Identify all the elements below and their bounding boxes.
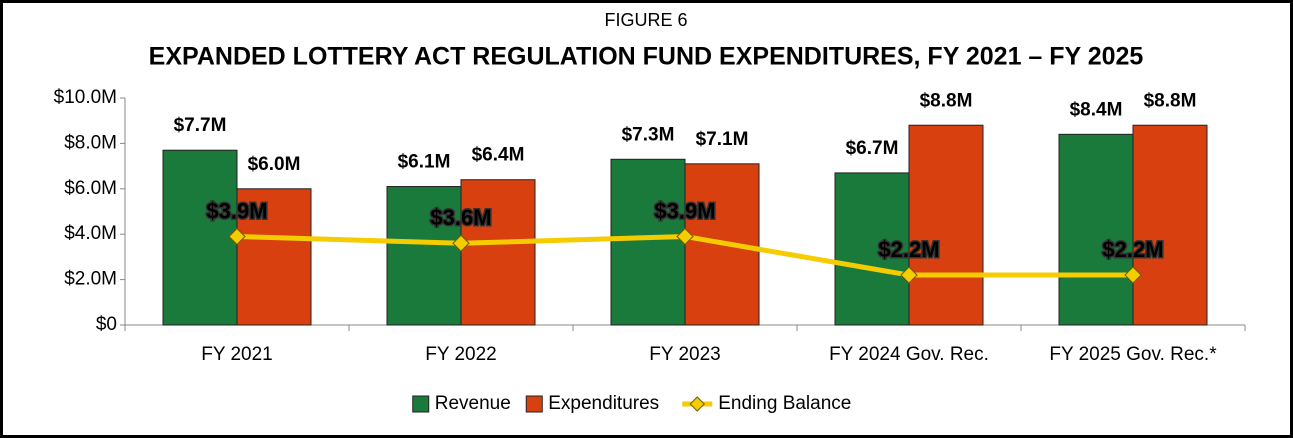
balance-marker	[452, 234, 470, 252]
bar	[834, 172, 910, 326]
balance-marker	[228, 227, 246, 246]
legend-label: Ending Balance	[718, 393, 851, 414]
data-label: $8.8M	[1144, 90, 1197, 111]
data-label: $8.8M	[920, 90, 973, 111]
data-label: $3.6M	[430, 205, 491, 230]
y-tick-label: $10.0M	[54, 87, 117, 108]
data-label: $6.7M	[846, 138, 899, 159]
legend-marker	[689, 396, 705, 412]
bar	[1058, 133, 1134, 326]
y-tick-label: $0	[96, 314, 117, 335]
legend-swatch	[412, 395, 430, 413]
bar	[236, 188, 312, 326]
bar	[610, 158, 686, 326]
legend-label: Revenue	[435, 393, 511, 414]
x-tick-label: FY 2024 Gov. Rec.	[829, 344, 989, 365]
legend-swatch	[525, 395, 543, 413]
y-tick-label: $4.0M	[64, 223, 117, 244]
balance-marker	[900, 266, 918, 284]
chart-supertitle: FIGURE 6	[604, 10, 687, 30]
x-tick-label: FY 2025 Gov. Rec.*	[1049, 344, 1217, 365]
data-label: $7.1M	[696, 129, 749, 150]
bar	[1132, 124, 1208, 326]
bar	[908, 124, 984, 326]
chart-title: EXPANDED LOTTERY ACT REGULATION FUND EXP…	[149, 43, 1144, 71]
data-label: $6.1M	[398, 152, 451, 173]
x-tick-label: FY 2023	[649, 344, 720, 365]
data-label: $2.2M	[878, 237, 939, 262]
data-label: $6.4M	[472, 145, 525, 166]
y-tick-label: $8.0M	[64, 132, 117, 153]
x-tick-label: FY 2021	[201, 344, 272, 365]
y-tick-label: $6.0M	[64, 178, 117, 199]
data-label: $7.7M	[174, 115, 227, 136]
data-label: $3.9M	[654, 198, 715, 223]
data-label: $7.3M	[622, 124, 675, 145]
data-label: $6.0M	[248, 154, 301, 175]
data-label: $3.9M	[206, 198, 267, 223]
balance-marker	[676, 227, 694, 246]
balance-marker	[1124, 266, 1142, 284]
y-tick-label: $2.0M	[64, 269, 117, 290]
bar	[460, 179, 536, 326]
x-tick-label: FY 2022	[425, 344, 496, 365]
bar	[162, 149, 238, 326]
data-label: $2.2M	[1102, 237, 1163, 262]
legend-label: Expenditures	[548, 393, 659, 414]
data-label: $8.4M	[1070, 99, 1123, 120]
